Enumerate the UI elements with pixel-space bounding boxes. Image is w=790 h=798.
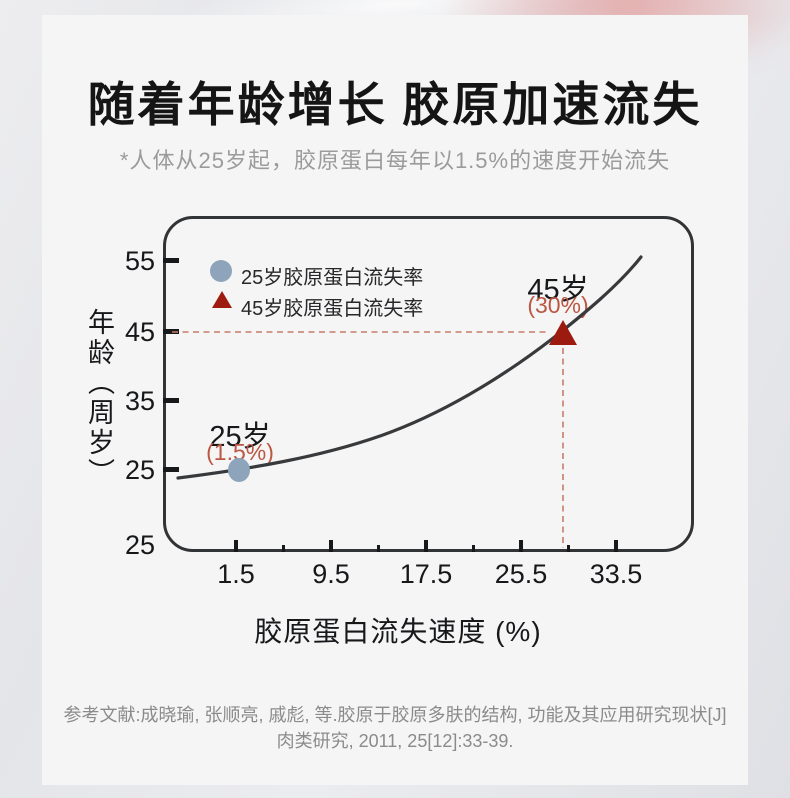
y-tick-label-45: 45: [124, 317, 155, 347]
x-tick-minor-2: [377, 545, 380, 552]
page-title: 随着年龄增长 胶原加速流失: [87, 80, 703, 132]
x-tick-label-9_5: 9.5: [312, 559, 350, 589]
page-subtitle: *人体从25岁起，胶原蛋白每年以1.5%的速度开始流失: [119, 148, 671, 173]
x-tick-17_5: [424, 540, 428, 552]
legend-circle-marker-icon: [210, 260, 232, 282]
y-tick-45: [163, 329, 179, 334]
y-tick-label-25: 25: [124, 455, 155, 485]
y-tick-label-35: 35: [124, 386, 155, 416]
reference-line-2: 肉类研究, 2011, 25[12]:33-39.: [276, 731, 514, 751]
y-tick-35: [163, 398, 179, 403]
x-tick-label-33_5: 33.5: [589, 559, 643, 589]
annotation-45-value: (30%): [527, 292, 589, 318]
x-tick-label-1_5: 1.5: [217, 559, 255, 589]
x-axis-title: 胶原蛋白流失速度 (%): [254, 616, 542, 647]
y-tick-label-55: 55: [124, 246, 155, 276]
x-tick-1_5: [234, 540, 238, 552]
x-tick-9_5: [329, 540, 333, 552]
x-tick-minor-4: [567, 545, 570, 552]
reference-line-1: 参考文献:成晓瑜, 张顺亮, 戚彪, 等.胶原于胶原多肤的结构, 功能及其应用研…: [63, 705, 727, 725]
chart-plot-border: [163, 216, 694, 552]
x-tick-33_5: [614, 540, 618, 552]
y-tick-25: [163, 467, 179, 472]
x-tick-25_5: [519, 540, 523, 552]
x-tick-label-25_5: 25.5: [494, 559, 548, 589]
y-axis-title: 年龄（周岁）: [84, 308, 114, 488]
x-tick-minor-1: [282, 545, 285, 552]
legend-label-45: 45岁胶原蛋白流失率: [241, 298, 424, 320]
legend-label-25: 25岁胶原蛋白流失率: [241, 267, 424, 289]
y-tick-55: [163, 258, 179, 263]
y-axis-bottom-label: 25: [124, 530, 155, 560]
x-tick-label-17_5: 17.5: [399, 559, 453, 589]
legend-triangle-marker-icon: [212, 291, 232, 308]
x-tick-minor-3: [472, 545, 475, 552]
annotation-25-value: (1.5%): [206, 439, 274, 465]
